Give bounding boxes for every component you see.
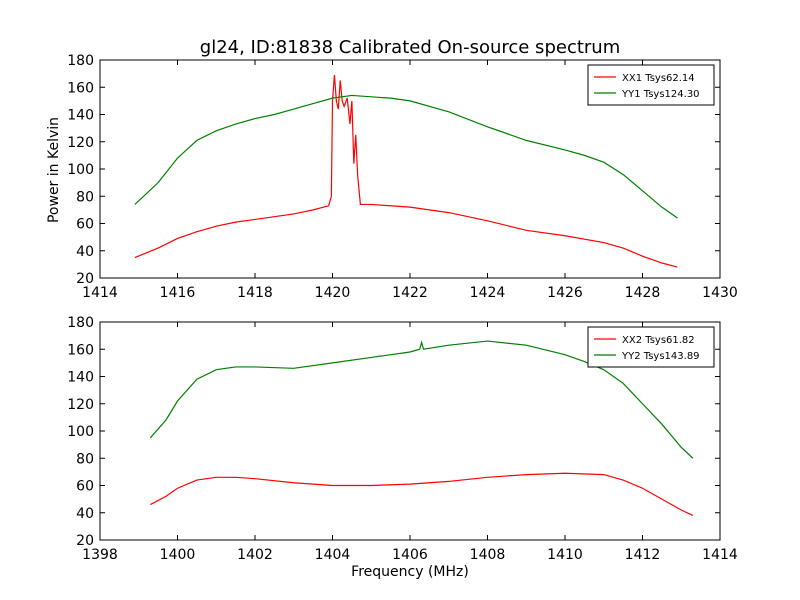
x-tick-label: 1422 — [392, 285, 428, 301]
x-axis-label: Frequency (MHz) — [351, 564, 469, 580]
panel-2: 1398 1400 1402 1404 1406 1408 1410 1412 1414 20 40… — [67, 315, 738, 563]
y-tick-label: 60 — [76, 479, 94, 495]
y-tick-label: 100 — [67, 424, 94, 440]
x-tick-label: 1408 — [470, 547, 506, 563]
y-tick-label: 40 — [76, 244, 94, 260]
legend: XX1 Tsys62.14 YY1 Tsys124.30 — [587, 64, 715, 106]
x-tick-label: 1400 — [160, 547, 196, 563]
x-tick-label: 1426 — [547, 285, 583, 301]
y-tick-label: 140 — [67, 108, 94, 124]
y-tick-label: 80 — [76, 451, 94, 467]
x-tick-label: 1428 — [625, 285, 661, 301]
legend-entry: YY1 Tsys124.30 — [621, 89, 700, 100]
x-tick-label: 1420 — [315, 285, 351, 301]
x-tick-label: 1402 — [237, 547, 273, 563]
legend-entry: XX2 Tsys61.82 — [622, 335, 695, 346]
legend-box — [587, 64, 715, 106]
y-tick-label: 180 — [67, 53, 94, 69]
series-line-2-1 — [150, 472, 694, 517]
x-tick-label: 1418 — [237, 285, 273, 301]
y-tick-label: 120 — [67, 135, 94, 151]
series-line-2-2 — [149, 340, 694, 459]
y-tick-label: 20 — [76, 271, 94, 287]
y-tick-label: 100 — [67, 162, 94, 178]
x-tick-label: 1414 — [82, 285, 118, 301]
chart-title: gl24, ID:81838 Calibrated On-source spec… — [200, 37, 620, 58]
y-tick-label: 40 — [76, 506, 94, 522]
x-tick-label: 1404 — [315, 547, 351, 563]
x-tick-label: 1416 — [160, 285, 196, 301]
x-tick-label: 1406 — [392, 547, 428, 563]
y-tick-label: 140 — [67, 370, 94, 386]
y-tick-label: 20 — [76, 533, 94, 549]
y-tick-label: 160 — [67, 80, 94, 96]
x-tick-label: 1398 — [82, 547, 118, 563]
x-tick-label: 1410 — [547, 547, 583, 563]
series-line-1-2 — [134, 94, 678, 219]
y-tick-label: 160 — [67, 342, 94, 358]
x-tick-label: 1424 — [470, 285, 506, 301]
legend-box — [587, 326, 715, 368]
legend-entry: YY2 Tsys143.89 — [621, 351, 700, 362]
panel-1: 1414 1416 1418 1420 1422 1424 1426 1428 1430 20 40… — [67, 53, 738, 301]
legend: XX2 Tsys61.82 YY2 Tsys143.89 — [587, 326, 715, 368]
x-tick-label: 1430 — [702, 285, 738, 301]
x-tick-label: 1412 — [625, 547, 661, 563]
y-axis-label: Power in Kelvin — [46, 117, 62, 223]
x-tick-label: 1414 — [702, 547, 738, 563]
y-tick-label: 60 — [76, 217, 94, 233]
legend-entry: XX1 Tsys62.14 — [622, 73, 695, 84]
y-tick-label: 120 — [67, 397, 94, 413]
y-tick-label: 180 — [67, 315, 94, 331]
y-tick-label: 80 — [76, 189, 94, 205]
series-line-1-1 — [134, 74, 678, 268]
